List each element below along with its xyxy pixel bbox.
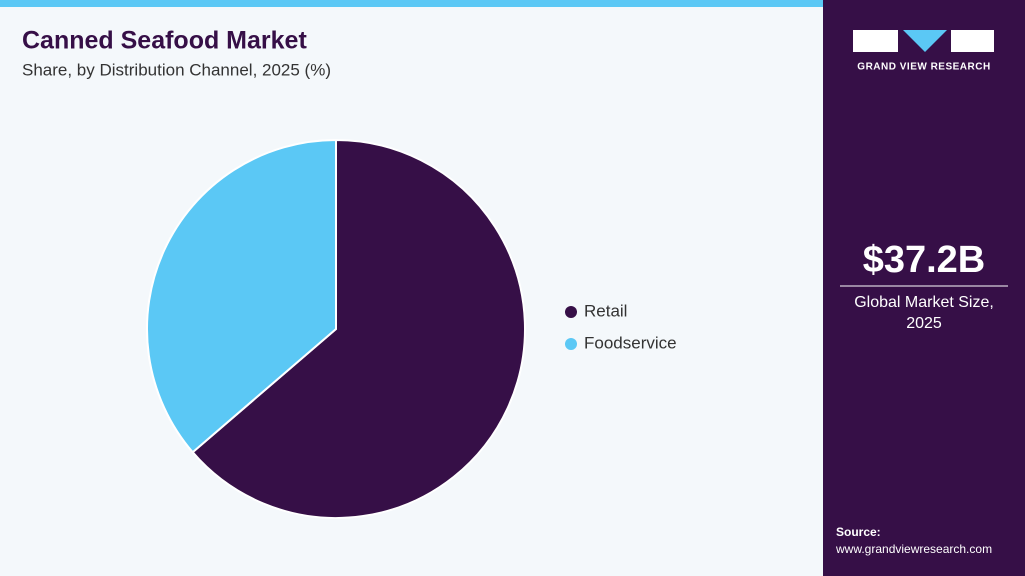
logo: GRAND VIEW RESEARCH <box>853 30 994 73</box>
logo-r <box>951 30 994 52</box>
pie-slice <box>146 138 337 454</box>
top-accent <box>0 0 823 7</box>
chart-title: Canned Seafood Market <box>22 27 307 55</box>
sidebar <box>823 0 1025 576</box>
market-size-label: 2025 <box>906 315 942 332</box>
market-size: $37.2B <box>863 239 986 281</box>
market-size-label: Global Market Size, <box>854 294 994 311</box>
legend-marker <box>565 338 577 350</box>
logo-text: GRAND VIEW RESEARCH <box>857 62 990 73</box>
legend-label: Retail <box>584 301 627 320</box>
legend-marker <box>565 306 577 318</box>
source-label: Source: <box>836 525 881 539</box>
pie-slice <box>191 138 526 519</box>
logo-g <box>853 30 898 52</box>
chart-subtitle: Share, by Distribution Channel, 2025 (%) <box>22 60 331 79</box>
source-url: www.grandviewresearch.com <box>835 542 992 556</box>
logo-v <box>903 30 947 52</box>
legend-label: Foodservice <box>584 333 677 352</box>
